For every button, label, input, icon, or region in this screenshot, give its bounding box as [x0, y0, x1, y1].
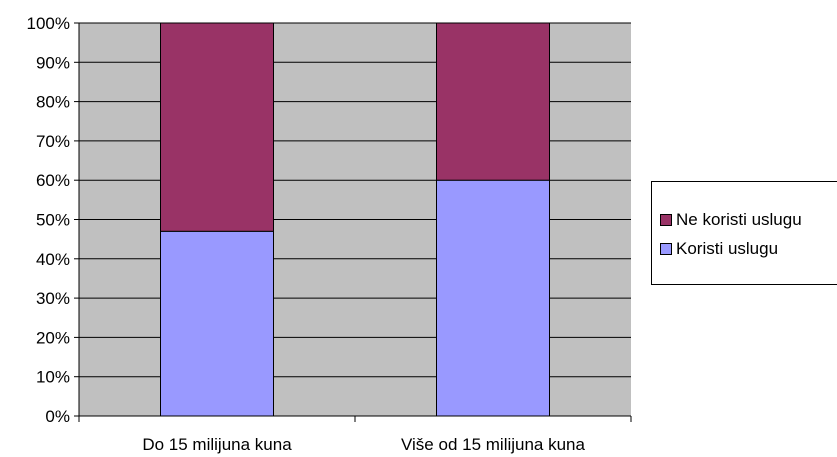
legend-label-koristi: Koristi uslugu: [676, 239, 779, 258]
bar-segment-koristi: [436, 179, 550, 417]
legend-item-koristi: Koristi uslugu: [660, 239, 778, 259]
legend-item-ne-koristi: Ne koristi uslugu: [660, 210, 802, 230]
bars: [160, 22, 550, 417]
y-tick-label: 10%: [36, 368, 70, 387]
legend-swatch-koristi: [660, 243, 672, 255]
bar-segment-ne-koristi: [436, 22, 550, 181]
y-tick-label: 100%: [27, 14, 70, 33]
legend: Ne koristi uslugu Koristi uslugu: [651, 181, 837, 285]
y-tick-label: 50%: [36, 211, 70, 230]
x-category-label: Do 15 milijuna kuna: [142, 435, 292, 454]
y-tick-label: 0%: [45, 407, 70, 426]
axes: [74, 22, 632, 422]
bar-segment-koristi: [160, 230, 274, 417]
legend-swatch-ne-koristi: [660, 214, 672, 226]
y-tick-label: 80%: [36, 93, 70, 112]
y-tick-label: 20%: [36, 328, 70, 347]
y-tick-label: 60%: [36, 171, 70, 190]
y-tick-label: 90%: [36, 53, 70, 72]
y-tick-label: 30%: [36, 289, 70, 308]
bar-segment-ne-koristi: [160, 22, 274, 232]
y-axis-tick-labels: 0% 10% 20% 30% 40% 50% 60% 70% 80% 90% 100%: [27, 14, 70, 426]
y-tick-label: 70%: [36, 132, 70, 151]
x-category-label: Više od 15 milijuna kuna: [401, 435, 586, 454]
x-axis-category-labels: Do 15 milijuna kuna Više od 15 milijuna k…: [142, 435, 585, 454]
legend-label-ne-koristi: Ne koristi uslugu: [676, 210, 802, 229]
y-tick-label: 40%: [36, 250, 70, 269]
